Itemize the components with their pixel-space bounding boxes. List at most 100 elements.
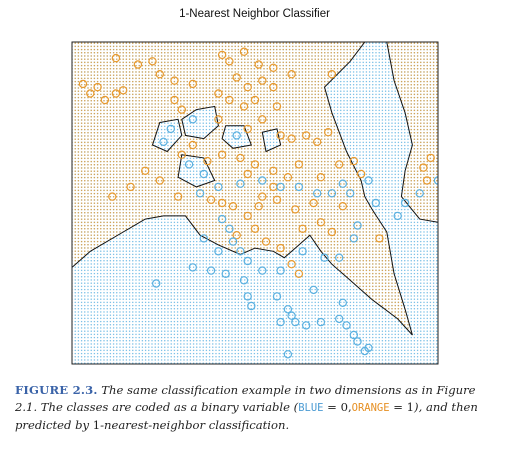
point-blue-17	[393, 211, 402, 221]
point-blue-30	[188, 263, 197, 272]
point-blue-47	[335, 314, 344, 324]
point-blue-15	[364, 176, 373, 185]
point-blue-16	[371, 198, 380, 208]
point-orange-24	[177, 105, 186, 114]
point-blue-34	[258, 266, 267, 275]
point-orange-20	[269, 82, 278, 92]
point-orange-63	[243, 211, 252, 221]
point-orange-71	[298, 224, 307, 233]
point-orange-60	[206, 195, 216, 204]
point-blue-7	[236, 179, 245, 188]
point-orange-46	[283, 172, 293, 182]
point-blue-2	[159, 137, 168, 146]
point-blue-50	[353, 337, 362, 346]
point-blue-54	[365, 363, 372, 364]
point-orange-28	[250, 95, 260, 105]
point-orange-51	[356, 169, 366, 179]
point-orange-1	[133, 60, 143, 69]
point-orange-4	[225, 57, 234, 66]
decision-boundary-right	[386, 42, 438, 223]
point-blue-19	[415, 189, 424, 198]
point-orange-44	[250, 160, 260, 169]
point-orange-53	[426, 153, 435, 163]
point-orange-48	[316, 172, 326, 182]
point-orange-14	[155, 69, 164, 79]
point-orange-57	[126, 182, 135, 192]
point-orange-17	[232, 73, 241, 82]
point-blue-41	[287, 311, 296, 320]
knn-scatter-plot	[71, 41, 439, 365]
figure-caption: FIGURE 2.3. The same classification exam…	[15, 382, 501, 434]
point-orange-2	[148, 57, 157, 66]
blue-island-0	[181, 105, 219, 140]
point-orange-47	[294, 160, 304, 169]
point-blue-5	[214, 182, 223, 192]
point-orange-6	[254, 60, 263, 69]
point-orange-15	[170, 76, 179, 85]
point-orange-3	[217, 50, 227, 60]
point-blue-28	[214, 247, 223, 256]
point-blue-9	[276, 182, 285, 192]
caption-text-2: ), and then predicted by	[15, 400, 478, 432]
point-orange-52	[419, 163, 428, 172]
caption-eq-orange: = 1	[389, 400, 415, 414]
point-orange-73	[261, 237, 271, 246]
point-orange-26	[225, 95, 234, 105]
point-blue-59	[232, 131, 241, 140]
point-orange-8	[78, 79, 88, 89]
point-blue-21	[353, 221, 362, 230]
point-orange-31	[243, 124, 252, 134]
point-orange-43	[243, 169, 252, 179]
point-blue-32	[221, 269, 230, 278]
point-orange-72	[276, 243, 285, 253]
caption-blue-word: BLUE	[298, 402, 324, 414]
point-orange-55	[140, 166, 150, 175]
plot-frame	[71, 41, 439, 365]
point-orange-36	[313, 137, 322, 146]
point-blue-33	[239, 276, 249, 285]
point-orange-49	[335, 160, 344, 169]
point-orange-30	[214, 115, 223, 124]
point-blue-44	[302, 321, 311, 330]
point-orange-74	[250, 224, 260, 233]
point-blue-24	[225, 224, 234, 233]
point-blue-10	[294, 182, 304, 192]
point-orange-76	[287, 260, 296, 269]
point-blue-48	[342, 321, 351, 330]
caption-one: 1	[92, 418, 101, 432]
caption-text-3: -nearest-neighbor classification.	[100, 418, 290, 432]
point-orange-54	[422, 176, 432, 185]
point-orange-56	[155, 176, 164, 185]
point-orange-79	[258, 192, 267, 201]
point-blue-36	[298, 247, 307, 256]
point-orange-78	[375, 234, 384, 243]
point-orange-10	[93, 82, 102, 92]
point-blue-58	[309, 285, 318, 295]
caption-orange-word: ORANGE	[351, 402, 390, 414]
point-orange-66	[291, 205, 300, 214]
point-blue-3	[184, 160, 194, 169]
point-orange-64	[254, 201, 263, 211]
point-orange-45	[269, 166, 278, 175]
point-orange-59	[173, 192, 183, 201]
blue-island-4	[261, 128, 282, 153]
point-blue-18	[400, 198, 410, 208]
point-blue-27	[243, 256, 252, 266]
point-blue-49	[349, 330, 358, 340]
point-orange-19	[258, 76, 267, 85]
point-orange-16	[188, 79, 197, 89]
point-blue-29	[199, 234, 208, 243]
point-orange-37	[324, 127, 333, 137]
point-orange-7	[269, 63, 278, 73]
point-blue-38	[335, 253, 344, 262]
point-blue-8	[258, 176, 267, 185]
point-blue-55	[243, 292, 252, 301]
point-orange-34	[287, 134, 296, 143]
point-blue-1	[166, 124, 175, 134]
point-blue-14	[338, 179, 347, 188]
point-orange-50	[349, 156, 358, 166]
point-blue-43	[291, 317, 300, 327]
point-blue-57	[151, 279, 161, 288]
point-orange-0	[111, 53, 121, 63]
point-blue-56	[247, 301, 256, 311]
